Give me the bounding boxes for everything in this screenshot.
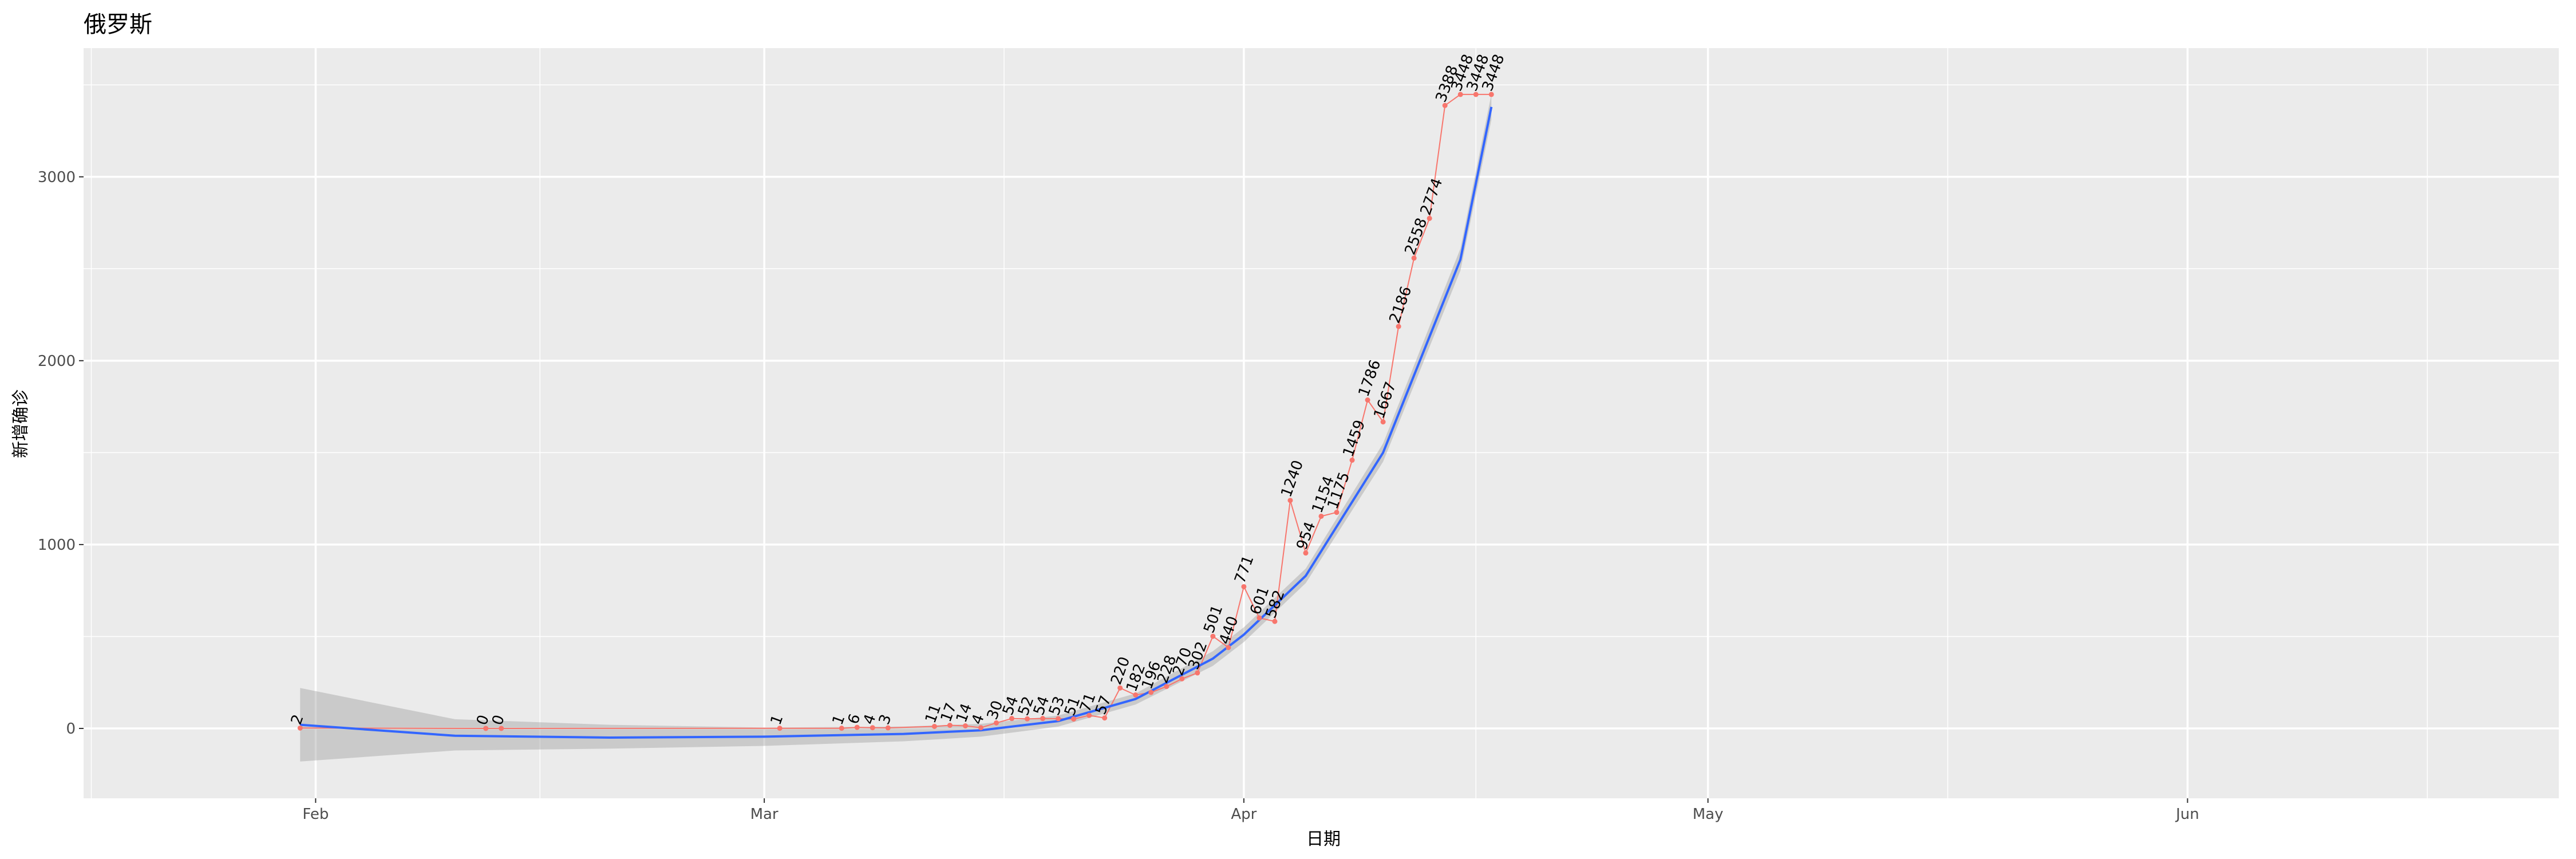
- data-point: [1179, 676, 1185, 681]
- data-point: [1473, 92, 1479, 97]
- data-point: [1195, 670, 1200, 676]
- data-point: [962, 723, 968, 728]
- data-point: [1442, 103, 1448, 108]
- y-tick-label: 0: [66, 720, 76, 738]
- data-point: [1457, 92, 1463, 97]
- data-point: [1303, 550, 1309, 556]
- x-tick-label: Jun: [2175, 806, 2199, 823]
- smooth-curve: [300, 107, 1493, 739]
- y-axis-title: 新增确诊: [11, 389, 31, 458]
- data-point: [1427, 215, 1432, 221]
- data-point: [1272, 618, 1278, 624]
- data-point: [499, 726, 504, 731]
- y-tick-label: 1000: [38, 537, 76, 554]
- data-point: [1102, 715, 1108, 721]
- data-point: [1365, 397, 1370, 403]
- plot-panel: [84, 48, 2559, 798]
- data-point: [1133, 692, 1139, 698]
- data-point: [1164, 684, 1170, 689]
- x-tick-label: Mar: [750, 806, 779, 823]
- data-point: [1349, 458, 1355, 463]
- data-point: [1210, 633, 1216, 639]
- y-tick-label: 2000: [38, 353, 76, 370]
- data-point: [1071, 716, 1077, 722]
- panel-background: [84, 48, 2559, 798]
- y-axis-ticks: 0 1000 2000 3000: [38, 169, 84, 738]
- data-point: [1380, 419, 1386, 425]
- data-points: [297, 92, 1494, 731]
- smooth-line: [300, 107, 1493, 739]
- data-point: [483, 726, 489, 731]
- data-point: [1117, 685, 1123, 691]
- data-point: [1025, 716, 1030, 722]
- data-point: [1148, 689, 1154, 695]
- data-point: [777, 726, 783, 731]
- data-point: [1411, 255, 1417, 261]
- data-point: [854, 724, 860, 730]
- chart-title: 俄罗斯: [84, 11, 152, 38]
- x-axis-title: 日期: [1306, 829, 1341, 849]
- x-tick-label: Feb: [302, 806, 329, 823]
- data-point: [1086, 712, 1092, 718]
- data-point: [978, 725, 983, 731]
- data-point: [1040, 716, 1046, 722]
- data-point: [931, 723, 937, 729]
- data-point: [1334, 510, 1340, 515]
- data-point: [947, 723, 953, 728]
- data-point: [1009, 716, 1014, 722]
- data-point: [1241, 584, 1247, 589]
- x-tick-label: Apr: [1231, 806, 1257, 823]
- y-tick-label: 3000: [38, 169, 76, 186]
- data-point: [993, 720, 999, 726]
- data-point: [1287, 498, 1293, 503]
- data-point: [297, 725, 303, 731]
- major-gridlines: [84, 48, 2559, 798]
- data-point: [885, 725, 891, 731]
- x-axis-ticks: Feb Mar Apr May Jun: [302, 798, 2199, 823]
- data-point: [1396, 324, 1401, 329]
- minor-gridlines: [84, 48, 2559, 798]
- data-point: [839, 726, 844, 731]
- data-point: [1226, 645, 1231, 651]
- data-point: [1488, 92, 1494, 97]
- data-point: [1318, 513, 1324, 519]
- x-tick-label: May: [1693, 806, 1724, 823]
- data-point: [870, 725, 875, 731]
- data-point: [1257, 615, 1262, 621]
- data-point: [1056, 716, 1061, 722]
